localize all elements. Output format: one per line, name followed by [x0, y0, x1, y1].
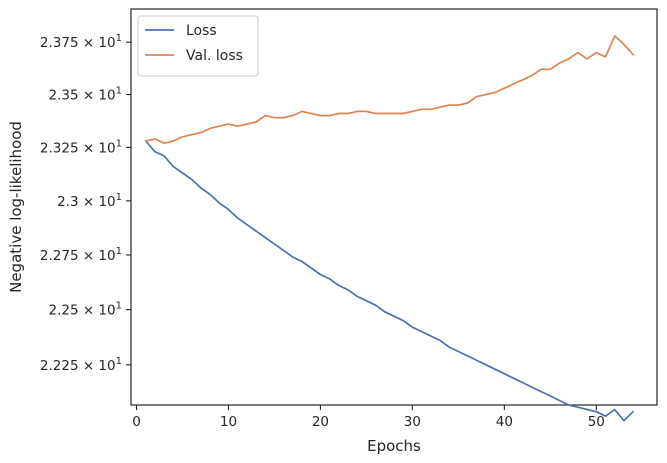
legend-label: Val. loss: [186, 48, 243, 64]
series-lines: [144, 35, 634, 422]
x-tick-label: 20: [312, 414, 329, 430]
x-axis: 0 10 20 30 40 50: [132, 405, 605, 430]
legend-box: [137, 15, 259, 77]
series-line-val-loss: [144, 35, 634, 145]
x-tick-label: 0: [132, 414, 141, 430]
x-tick-label: 30: [404, 414, 421, 430]
y-tick-label: 2.35 × 101: [48, 86, 122, 104]
y-tick-label: 2.25 × 101: [48, 301, 122, 319]
x-axis-label: Epochs: [367, 437, 421, 455]
y-tick-label: 2.375 × 101: [40, 33, 122, 51]
x-tick-label: 10: [220, 414, 237, 430]
y-axis-label: Negative log-likelihood: [7, 121, 25, 293]
plot-area: [130, 8, 658, 406]
legend: Loss Val. loss: [137, 15, 259, 77]
legend-label: Loss: [186, 23, 217, 39]
y-axis: 2.225 × 101 2.25 × 101 2.275 × 101 2.3 × 10…: [40, 33, 131, 374]
y-tick-label: 2.325 × 101: [40, 138, 122, 156]
axes-frame: [130, 8, 658, 406]
series-line-loss: [144, 140, 634, 422]
y-tick-label: 2.3 × 101: [57, 192, 122, 210]
y-tick-label: 2.225 × 101: [40, 356, 122, 374]
x-tick-label: 40: [496, 414, 513, 430]
x-tick-label: 50: [588, 414, 605, 430]
y-tick-label: 2.275 × 101: [40, 246, 122, 264]
